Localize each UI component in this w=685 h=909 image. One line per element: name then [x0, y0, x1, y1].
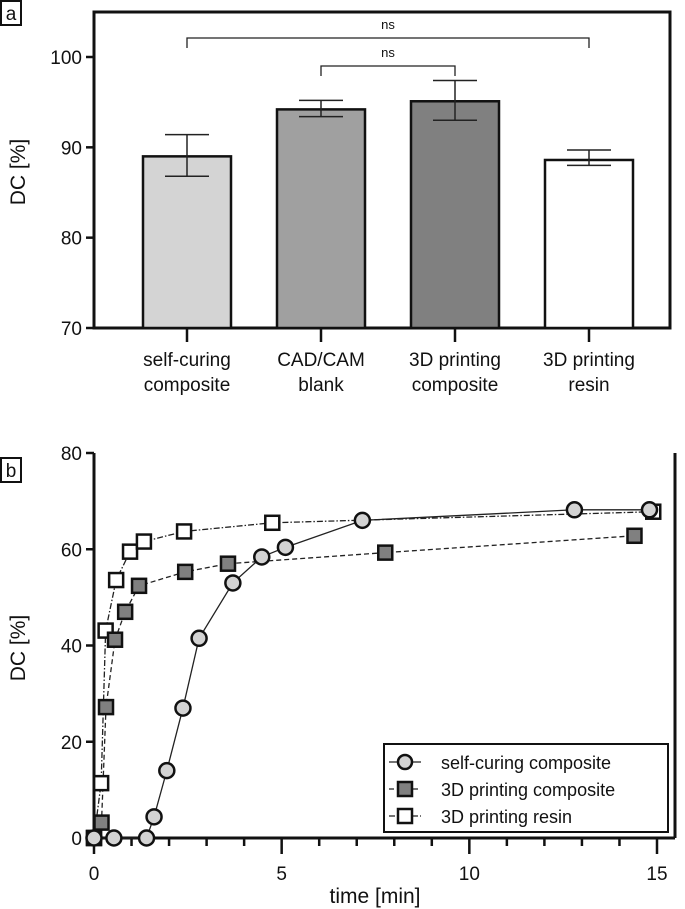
x-tick-label-b: 10 — [459, 864, 480, 885]
y-tick-label-a: 90 — [61, 138, 82, 159]
x-tick-label-a: blank — [298, 375, 344, 396]
panel-b-line-chart: b DC [%] time [min] 0 20 40 60 80 0 5 10 15 self-… — [0, 444, 677, 908]
data-point-circle — [565, 501, 584, 519]
x-tick-label-b: 0 — [89, 864, 100, 885]
data-point-square — [130, 577, 148, 595]
x-tick-label-b: 5 — [276, 864, 287, 885]
bar — [543, 158, 635, 330]
data-point-circle — [145, 808, 163, 826]
data-point-square — [116, 603, 134, 621]
panel-label-box-b — [0, 457, 22, 483]
data-point-square — [121, 543, 139, 560]
legend-label: 3D printing composite — [441, 780, 615, 800]
y-tick-label-b: 20 — [61, 733, 82, 754]
data-point-square — [92, 774, 110, 792]
y-tick-label-a: 100 — [50, 48, 82, 69]
y-tick-label-b: 0 — [71, 829, 82, 850]
panel-label-b: b — [6, 461, 17, 482]
bar — [141, 155, 233, 330]
data-point-circle — [253, 548, 271, 566]
data-point-circle — [276, 538, 295, 557]
data-point-square — [176, 563, 194, 581]
data-point-square — [97, 698, 115, 716]
series-line — [93, 535, 635, 839]
data-point-circle — [85, 829, 103, 847]
x-tick-label-a: CAD/CAM — [277, 350, 365, 371]
x-tick-label-a: 3D printing — [409, 350, 501, 371]
significance-label: ns — [381, 45, 395, 60]
x-tick-label-b: 15 — [646, 864, 667, 885]
data-point-circle — [105, 829, 123, 847]
data-point-circle — [224, 574, 242, 592]
plot-frame-a — [92, 10, 672, 330]
data-point-square — [106, 631, 124, 648]
y-tick-label-a: 80 — [61, 229, 82, 250]
data-point-circle — [174, 699, 192, 717]
panel-a-bar-chart: a DC [%] 70 80 90 100 self-curing composite CA… — [0, 0, 672, 396]
bar — [275, 108, 367, 330]
panel-label-a: a — [6, 4, 17, 25]
x-axis-label-b: time [min] — [329, 885, 420, 908]
y-tick-label-b: 60 — [61, 540, 82, 561]
significance-label: ns — [381, 17, 395, 32]
legend: self-curing composite 3D printing composi… — [383, 743, 669, 833]
data-point-circle — [190, 629, 208, 648]
y-tick-label-a: 70 — [61, 319, 82, 340]
data-point-square — [377, 544, 394, 561]
data-point-circle — [158, 761, 176, 780]
data-point-square — [175, 523, 193, 540]
significance-bracket — [186, 37, 590, 48]
data-point-circle — [137, 829, 156, 847]
data-point-circle — [640, 501, 659, 519]
data-point-square — [93, 814, 110, 831]
y-tick-label-b: 40 — [61, 637, 82, 658]
y-axis-label-b: DC [%] — [7, 615, 30, 682]
data-point-square — [264, 514, 281, 532]
legend-label: self-curing composite — [441, 753, 611, 773]
x-tick-label-a: composite — [412, 375, 499, 396]
legend-box — [383, 743, 669, 833]
data-point-square — [626, 527, 643, 545]
legend-marker-circle — [396, 753, 414, 771]
y-axis-label-a: DC [%] — [7, 139, 30, 206]
y-tick-label-b: 80 — [61, 444, 82, 465]
data-point-square — [135, 533, 153, 550]
panel-label-box-a — [0, 0, 22, 26]
data-point-square — [107, 571, 125, 589]
legend-label: 3D printing resin — [441, 807, 572, 827]
legend-marker-square — [396, 807, 414, 825]
x-tick-label-a: self-curing — [143, 350, 231, 371]
bar — [409, 100, 501, 330]
data-point-square — [219, 555, 237, 572]
x-tick-label-a: 3D printing — [543, 350, 635, 371]
x-tick-label-a: resin — [568, 375, 609, 396]
x-tick-label-a: composite — [144, 375, 231, 396]
significance-bracket — [320, 65, 456, 76]
data-point-circle — [353, 511, 372, 530]
legend-marker-square — [396, 780, 414, 798]
